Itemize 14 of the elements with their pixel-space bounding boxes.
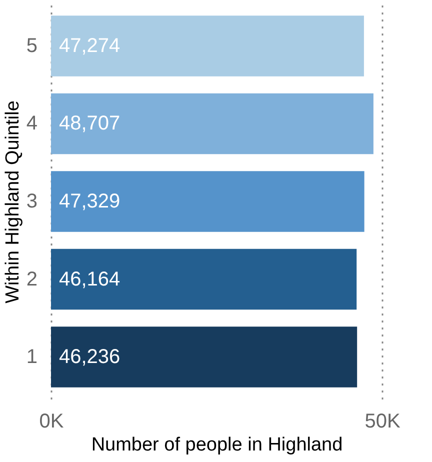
y-tick-label: 1 bbox=[26, 346, 38, 368]
x-axis-title: Number of people in Highland bbox=[91, 434, 343, 456]
x-tick-label: 0K bbox=[39, 410, 64, 432]
data-label: 47,274 bbox=[59, 34, 120, 57]
data-label: 47,329 bbox=[59, 190, 120, 212]
data-label: 48,707 bbox=[59, 112, 120, 135]
data-label: 46,164 bbox=[59, 268, 120, 290]
data-label: 46,236 bbox=[59, 346, 120, 368]
y-tick-label: 5 bbox=[26, 34, 38, 57]
y-tick-label: 2 bbox=[26, 268, 38, 290]
y-tick-label: 4 bbox=[26, 112, 38, 135]
y-tick-label: 3 bbox=[26, 190, 38, 212]
x-tick-label: 50K bbox=[364, 410, 401, 432]
y-axis-title: Within Highland Quintile bbox=[2, 100, 24, 304]
